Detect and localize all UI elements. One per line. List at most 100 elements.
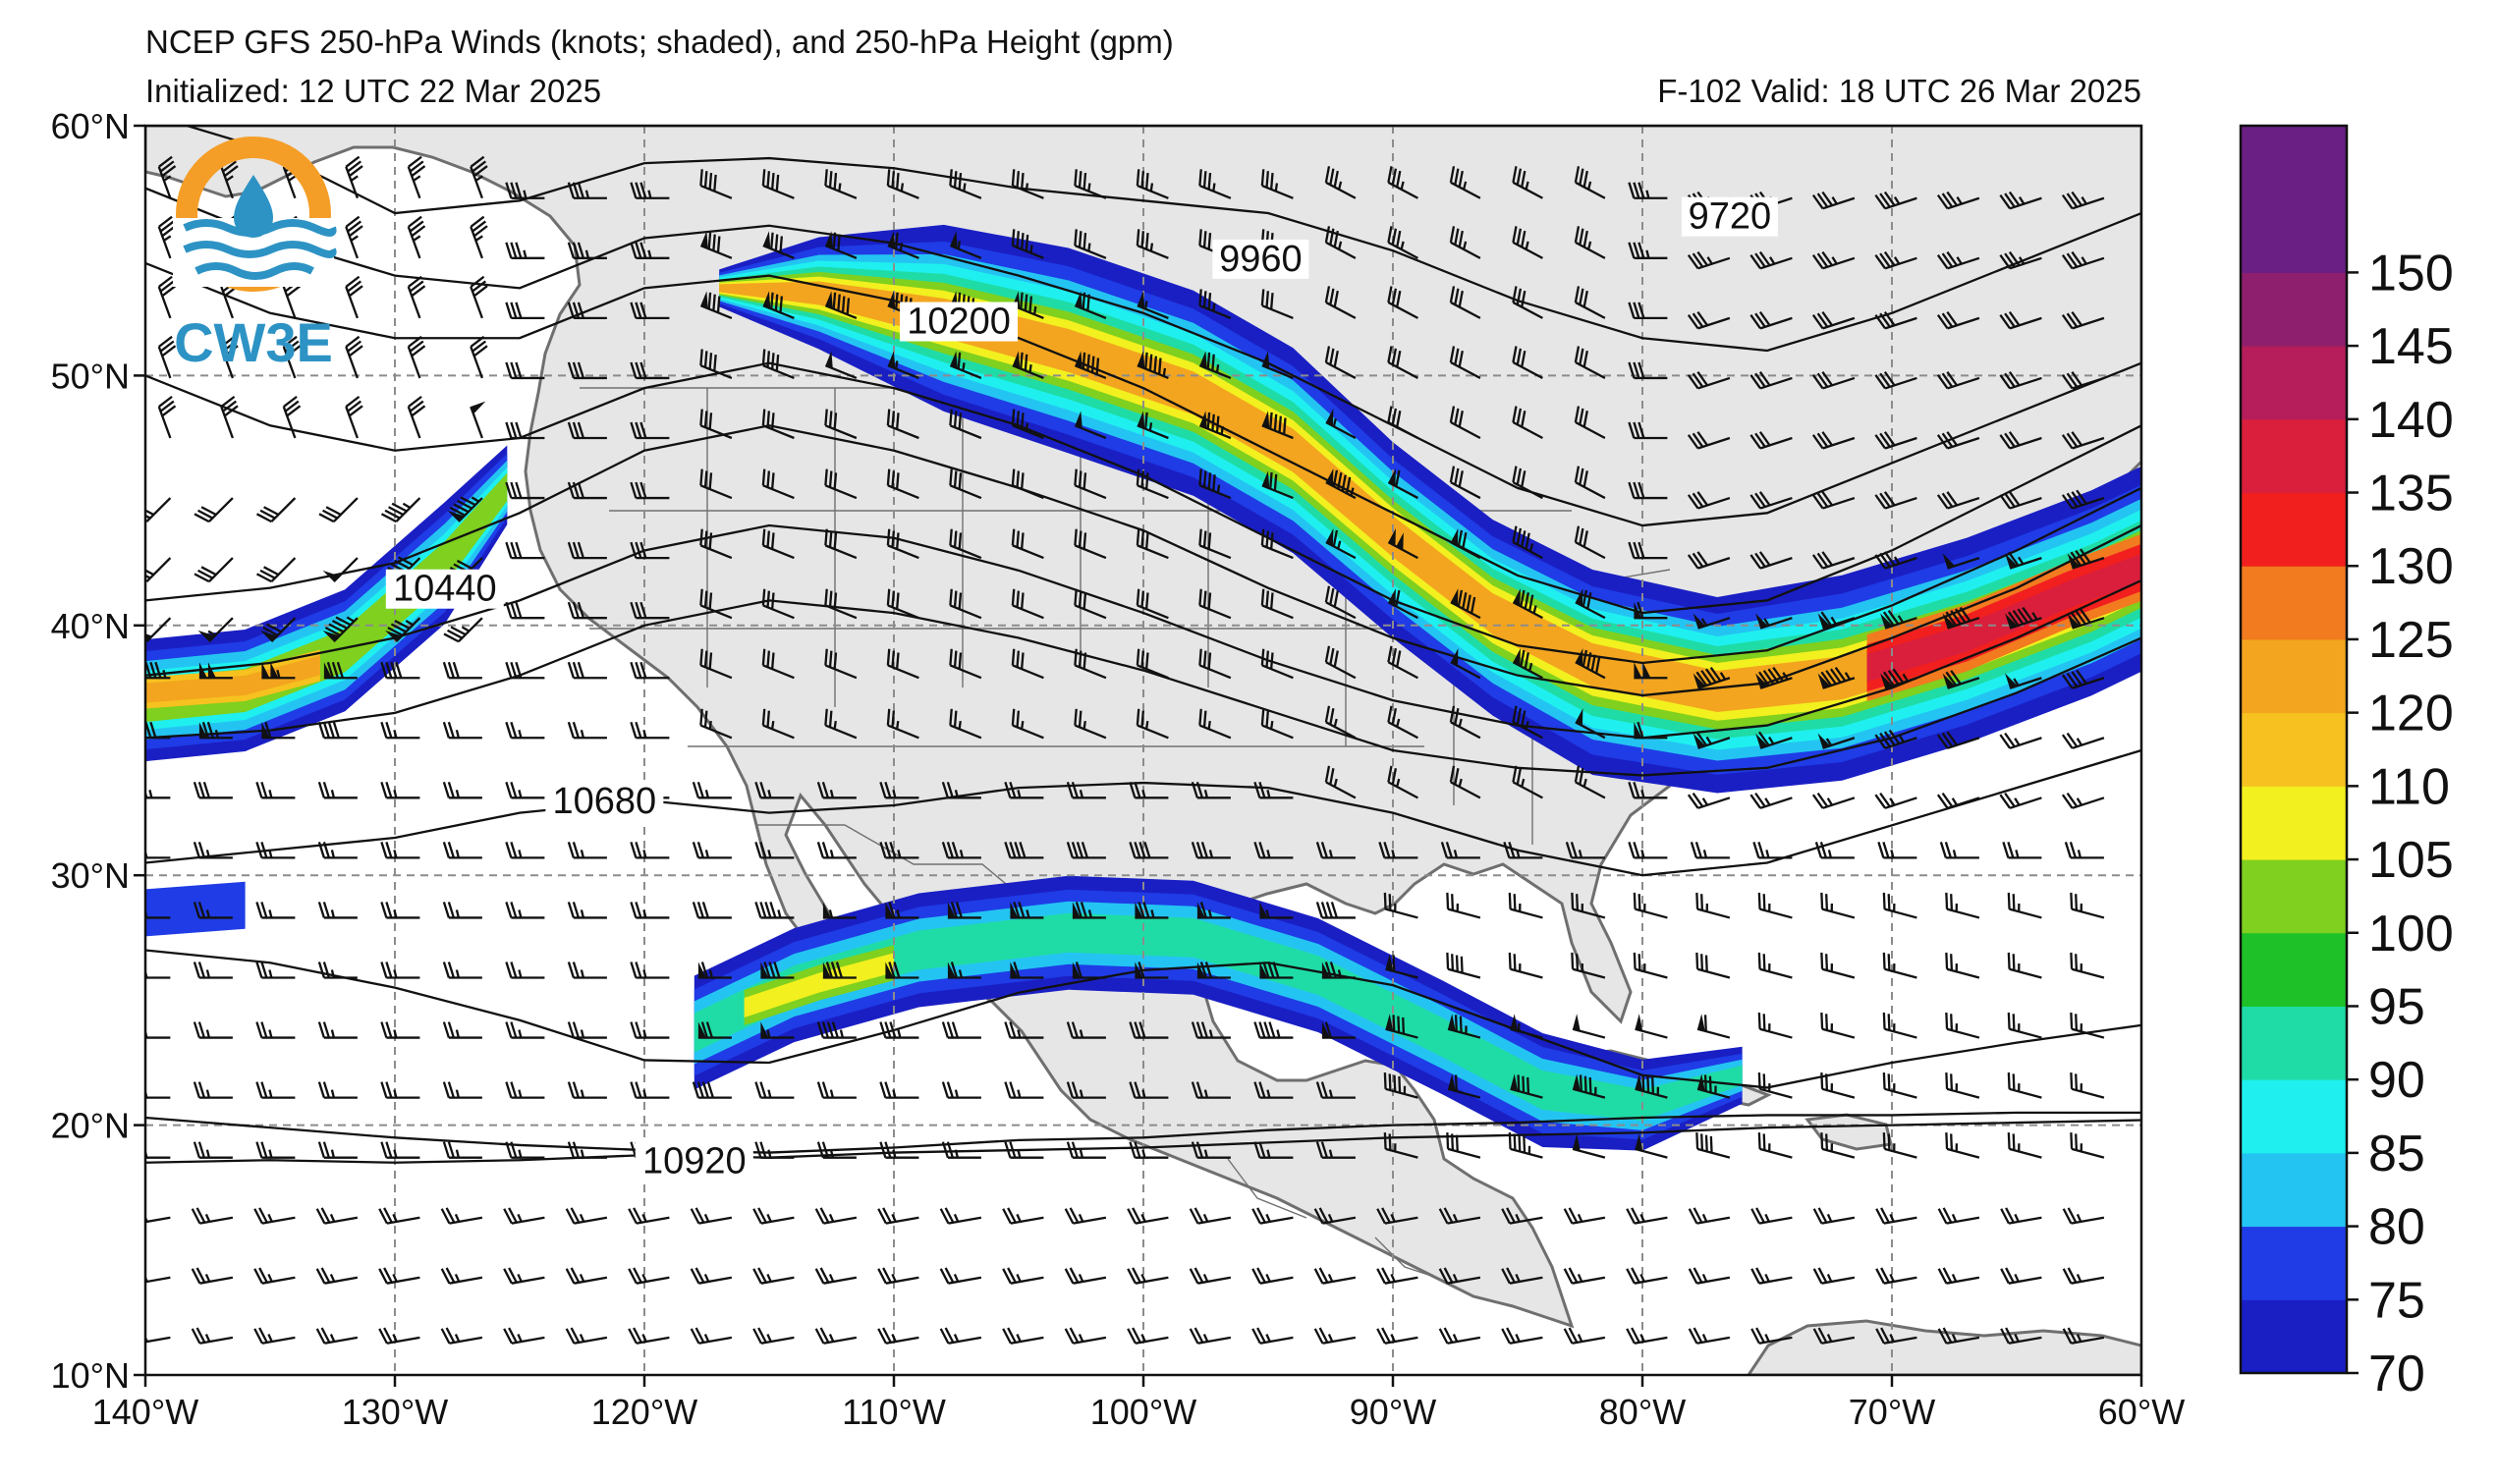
- wind-barb: [1387, 166, 1418, 199]
- wind-barb: [886, 169, 919, 199]
- wind-barb: [1196, 902, 1231, 919]
- wind-barb: [1695, 952, 1731, 979]
- wind-barb: [1449, 705, 1481, 740]
- wind-barb: [1011, 169, 1044, 199]
- wind-barb: [380, 962, 420, 979]
- wind-barb: [1817, 733, 1856, 749]
- wind-barb: [1749, 491, 1793, 510]
- wind-barb: [1315, 1081, 1356, 1099]
- wind-barb: [1191, 1081, 1231, 1099]
- polar-jet-band: [719, 271, 2141, 730]
- wind-barb: [1072, 902, 1106, 919]
- wind-barb: [191, 1207, 234, 1225]
- wind-barb: [1189, 1267, 1232, 1285]
- colorbar-segment: [2241, 638, 2347, 714]
- wind-barb: [1324, 166, 1357, 199]
- wind-barb: [1012, 351, 1044, 380]
- wind-barb: [1945, 1072, 1980, 1099]
- wind-barb: [630, 481, 670, 500]
- wind-barb: [1874, 250, 1917, 270]
- subtropical-jet-band: [694, 912, 1743, 1122]
- wind-barb: [407, 335, 426, 379]
- wind-barb: [1820, 892, 1856, 919]
- wind-barb: [1074, 291, 1107, 319]
- wind-barb: [1449, 286, 1481, 319]
- wind-barb: [630, 721, 670, 740]
- wind-barb: [470, 275, 488, 319]
- wind-barb: [824, 231, 858, 259]
- colorbar-tick-label: 125: [2368, 612, 2454, 669]
- wind-barb: [941, 1141, 981, 1159]
- lon-tick-label: 130°W: [342, 1392, 448, 1432]
- wind-barb: [322, 616, 359, 643]
- contour-label: 10680: [553, 781, 657, 822]
- wind-barb: [1189, 1327, 1232, 1345]
- wind-barb: [2000, 1267, 2042, 1285]
- wind-barb: [1687, 250, 1731, 270]
- wind-barb: [317, 1141, 358, 1159]
- wind-barb: [1688, 1327, 1731, 1345]
- wind-barb: [1325, 528, 1357, 560]
- wind-barb: [255, 1021, 296, 1039]
- wind-barb: [1191, 781, 1231, 799]
- wind-barb: [565, 1267, 608, 1285]
- valid-time: F-102 Valid: 18 UTC 26 Mar 2025: [1657, 73, 2141, 109]
- wind-barb: [157, 155, 177, 199]
- wind-barb: [1508, 1132, 1543, 1159]
- wind-barb: [1571, 952, 1606, 979]
- wind-barb: [754, 842, 795, 859]
- height-contour: [145, 424, 2141, 697]
- wind-barb: [1755, 731, 1793, 749]
- wind-barb: [567, 361, 607, 380]
- wind-barb: [220, 335, 239, 379]
- wind-barb: [1750, 1207, 1793, 1225]
- wind-barb: [1937, 1207, 1980, 1225]
- wind-barb: [1999, 371, 2042, 390]
- wind-barb: [947, 962, 981, 979]
- wind-barb: [503, 1267, 545, 1285]
- wind-barb: [1937, 1267, 1980, 1285]
- wind-barb: [1510, 1014, 1543, 1039]
- wind-barb: [1572, 1073, 1606, 1099]
- wind-barb: [630, 902, 670, 919]
- wind-barb: [697, 1021, 732, 1039]
- wind-barb: [1820, 952, 1856, 979]
- wind-barb: [380, 497, 421, 523]
- lon-tick-label: 140°W: [92, 1392, 198, 1432]
- wind-barb: [1136, 708, 1169, 740]
- wind-barb: [690, 1267, 733, 1285]
- wind-barb: [824, 169, 858, 199]
- wind-barb: [2061, 310, 2105, 330]
- initialized-time: Initialized: 12 UTC 22 Mar 2025: [145, 73, 601, 109]
- wind-barb: [567, 661, 607, 680]
- wind-barb: [949, 648, 982, 680]
- wind-barb: [1628, 481, 1668, 500]
- wind-barb: [1749, 250, 1793, 270]
- lon-tick-label: 60°W: [2098, 1392, 2185, 1432]
- wind-speed-colorbar: 70 75 80 85 90 95 100 105 110 120 125 130 135 140 145 1…: [2239, 124, 2454, 1402]
- wind-barb: [194, 557, 234, 583]
- wind-barb: [1512, 588, 1543, 620]
- wind-barb: [1387, 406, 1418, 440]
- wind-barb: [443, 617, 483, 643]
- wind-barb: [1563, 1207, 1606, 1225]
- wind-barb: [939, 1327, 982, 1345]
- wind-barb: [630, 361, 670, 380]
- wind-barb: [380, 661, 420, 680]
- wind-barb: [505, 601, 545, 620]
- wind-speed-shading: [145, 224, 2141, 1151]
- wind-barb: [692, 1081, 732, 1099]
- wind-barb: [1011, 528, 1044, 560]
- map-area: 9720 9960 10200 10440 10680 10920: [145, 126, 2141, 1375]
- contour-label: 9960: [1219, 239, 1303, 280]
- wind-barb: [567, 842, 607, 859]
- wind-barb: [941, 842, 981, 859]
- wind-barb: [255, 902, 296, 919]
- colorbar-segment: [2241, 712, 2347, 787]
- pacific-patch-band: [145, 881, 246, 937]
- wind-barb: [1635, 1133, 1668, 1159]
- wind-barb: [157, 335, 177, 379]
- wind-barb: [1512, 705, 1543, 740]
- wind-barb: [1693, 613, 1731, 630]
- wind-barb: [1512, 525, 1543, 560]
